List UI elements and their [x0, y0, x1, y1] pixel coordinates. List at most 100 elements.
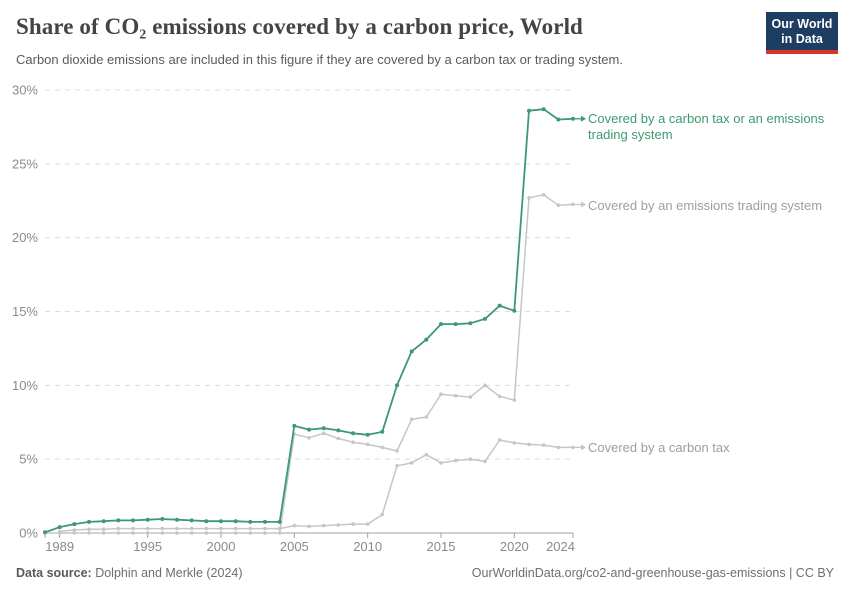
data-point	[424, 452, 429, 457]
series-path	[59, 439, 573, 533]
x-tick-label: 2024	[546, 539, 575, 554]
data-point	[497, 394, 502, 399]
data-point	[145, 531, 150, 535]
series-label-tax-or-ets: Covered by a carbon tax or an emissions …	[588, 111, 825, 142]
chart-subtitle: Carbon dioxide emissions are included in…	[16, 52, 623, 67]
data-point	[409, 417, 414, 422]
data-point	[189, 526, 194, 531]
data-point	[336, 436, 341, 441]
data-point	[512, 441, 517, 445]
series-label-tax: Covered by a carbon tax	[588, 440, 730, 455]
x-tick-label: 1995	[133, 539, 162, 554]
data-point	[351, 440, 355, 445]
data-point	[439, 392, 443, 397]
data-point	[395, 464, 399, 468]
data-point	[512, 398, 517, 402]
data-point	[380, 512, 385, 517]
series-line-2	[57, 438, 586, 534]
data-point	[189, 518, 194, 523]
series-line-1	[43, 193, 586, 535]
data-point	[263, 531, 267, 535]
data-point	[307, 427, 311, 432]
data-point	[468, 395, 473, 399]
data-point	[204, 531, 209, 535]
data-point	[571, 116, 575, 121]
data-point	[439, 322, 443, 327]
x-axis: 1989 1995 2000 2005 2010 2015 2020 2024	[44, 533, 575, 554]
data-point	[131, 518, 135, 523]
data-point	[101, 519, 106, 524]
data-point	[424, 337, 429, 342]
data-point	[116, 526, 121, 531]
data-point	[101, 527, 106, 532]
owid-logo-line1: Our World	[771, 17, 833, 31]
owid-logo-line2: in Data	[781, 31, 823, 46]
data-point	[116, 531, 121, 535]
data-point	[556, 445, 561, 450]
x-tick-label: 2010	[353, 539, 382, 554]
data-point	[395, 383, 399, 388]
data-point	[204, 526, 209, 531]
data-point	[541, 193, 546, 197]
data-point	[131, 531, 135, 535]
data-point	[72, 531, 77, 535]
data-point	[87, 519, 91, 524]
data-point	[365, 442, 370, 447]
y-tick-label: 5%	[19, 452, 38, 467]
data-point	[277, 531, 282, 535]
x-tick-label: 2020	[500, 539, 529, 554]
data-point	[263, 519, 267, 524]
data-point	[204, 519, 209, 524]
data-point	[527, 108, 531, 113]
label-connector-arrow	[581, 201, 586, 208]
data-point	[116, 518, 121, 523]
data-point	[307, 524, 311, 529]
data-point	[219, 531, 223, 535]
x-tick-label: 2015	[427, 539, 456, 554]
data-point	[336, 523, 341, 527]
data-source: Data source: Dolphin and Merkle (2024)	[16, 566, 243, 580]
y-tick-label: 0%	[19, 526, 38, 541]
data-point	[336, 428, 341, 433]
data-point	[527, 196, 531, 200]
label-connector-arrow	[581, 444, 586, 451]
data-point	[87, 527, 91, 532]
gridlines: 0% 5% 10% 15% 20% 25% 30%	[12, 83, 573, 541]
data-point	[556, 203, 561, 207]
y-tick-label: 30%	[12, 83, 38, 98]
data-point	[43, 530, 47, 535]
data-point	[453, 458, 458, 463]
x-tick-label: 2000	[207, 539, 236, 554]
data-point	[57, 531, 62, 535]
series-label-ets: Covered by an emissions trading system	[588, 198, 823, 213]
data-point	[292, 523, 297, 528]
data-point	[512, 308, 517, 313]
data-point	[453, 322, 458, 327]
data-point	[160, 526, 165, 531]
data-point	[160, 517, 165, 521]
data-point	[468, 321, 473, 326]
data-point	[351, 522, 355, 526]
footer-link: OurWorldinData.org/co2-and-greenhouse-ga…	[471, 566, 834, 580]
data-point	[365, 432, 370, 437]
data-point	[131, 526, 135, 531]
data-point	[409, 461, 414, 465]
data-point	[307, 436, 311, 440]
y-tick-label: 20%	[12, 230, 38, 245]
series-line-0	[43, 107, 586, 535]
data-point	[72, 528, 77, 532]
x-tick-label: 2005	[280, 539, 309, 554]
data-point	[263, 526, 267, 531]
data-point	[571, 445, 575, 450]
data-point	[351, 431, 355, 436]
data-point	[175, 531, 179, 535]
x-tick-label: 1989	[45, 539, 74, 554]
data-point	[571, 202, 575, 207]
data-point	[321, 426, 326, 431]
data-point	[145, 517, 150, 522]
data-point	[233, 519, 238, 524]
series-path	[45, 194, 574, 534]
data-point	[160, 531, 165, 535]
data-point	[321, 523, 326, 528]
